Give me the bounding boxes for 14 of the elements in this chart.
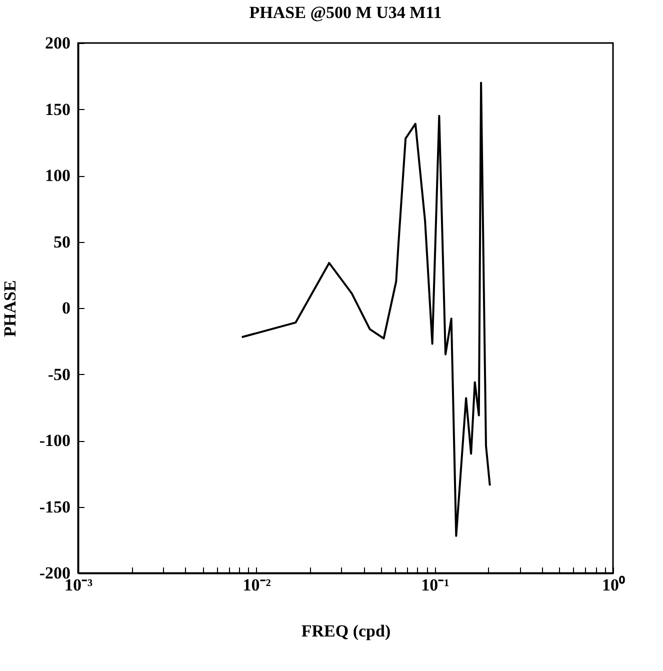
y-tick-label: -100 <box>39 431 70 450</box>
y-tick-label: 150 <box>45 100 70 119</box>
y-tick-label: -150 <box>39 497 70 516</box>
y-tick-label: -50 <box>48 364 70 384</box>
y-tick-label: 200 <box>45 34 70 52</box>
x-tick-label: 10⁻¹ <box>421 576 450 594</box>
chart-title: PHASE @500 M U34 M11 <box>249 3 442 22</box>
x-tick-label: 10⁰ <box>602 576 625 594</box>
y-tick-label: 0 <box>62 298 70 318</box>
x-tick-label: 10⁻² <box>242 576 271 594</box>
y-axis-title: PHASE <box>0 280 20 337</box>
y-tick-label: 50 <box>54 232 70 252</box>
y-tick-label: 100 <box>45 166 70 185</box>
x-axis-title: FREQ (cpd) <box>301 622 391 640</box>
